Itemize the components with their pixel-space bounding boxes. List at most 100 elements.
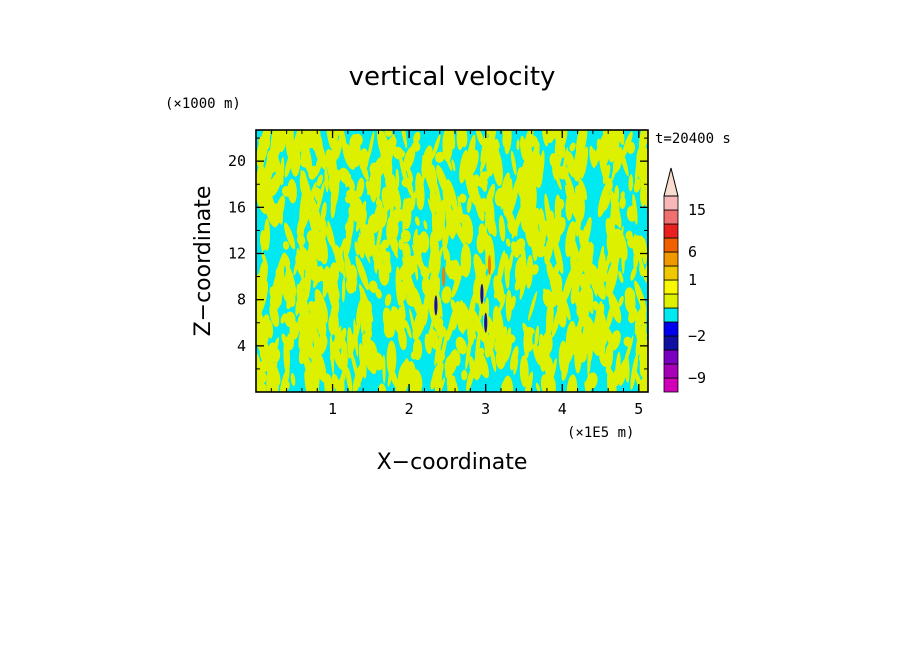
positive-velocity-streak <box>422 155 432 191</box>
positive-velocity-streak <box>356 299 363 325</box>
positive-velocity-streak <box>464 165 477 206</box>
plot-frame <box>255 129 649 393</box>
positive-velocity-streak <box>282 241 290 250</box>
positive-velocity-streak <box>386 160 392 192</box>
positive-velocity-streak <box>532 343 542 366</box>
positive-velocity-streak <box>462 302 477 340</box>
positive-velocity-streak <box>634 315 643 335</box>
positive-velocity-streak <box>420 266 430 279</box>
positive-velocity-streak <box>473 174 481 187</box>
positive-velocity-streak <box>398 318 407 330</box>
velocity-core <box>442 266 446 287</box>
positive-velocity-streak <box>378 207 388 228</box>
positive-velocity-streak <box>519 264 529 300</box>
positive-velocity-streak <box>643 150 648 162</box>
positive-velocity-streak <box>520 244 527 272</box>
positive-velocity-streak <box>341 277 346 303</box>
positive-velocity-streak <box>536 220 548 253</box>
positive-velocity-streak <box>310 216 321 235</box>
positive-velocity-streak <box>597 180 611 218</box>
positive-velocity-streak <box>608 291 622 324</box>
positive-velocity-streak <box>433 317 444 331</box>
positive-velocity-streak <box>330 147 337 177</box>
positive-velocity-streak <box>577 293 590 327</box>
positive-velocity-streak <box>601 319 609 341</box>
positive-velocity-streak <box>423 220 428 230</box>
positive-velocity-streak <box>511 241 520 258</box>
positive-velocity-streak <box>284 311 296 328</box>
positive-velocity-streak <box>583 250 594 285</box>
colorbar-label: 6 <box>688 243 697 261</box>
positive-velocity-streak <box>572 237 580 261</box>
positive-velocity-streak <box>368 280 378 293</box>
positive-velocity-streak <box>569 142 576 152</box>
positive-velocity-streak <box>510 345 519 371</box>
positive-velocity-streak <box>550 159 562 191</box>
positive-velocity-streak <box>384 293 392 307</box>
positive-velocity-streak <box>299 284 310 323</box>
positive-velocity-streak <box>513 358 519 376</box>
positive-velocity-streak <box>414 216 420 227</box>
positive-velocity-streak <box>625 230 633 241</box>
positive-velocity-streak <box>266 319 274 339</box>
positive-velocity-streak <box>549 262 560 286</box>
positive-velocity-streak <box>459 149 469 184</box>
positive-velocity-streak <box>478 297 486 316</box>
positive-velocity-streak <box>553 273 563 301</box>
positive-velocity-streak <box>324 167 329 193</box>
y-axis: 4 8 12 16 20 <box>228 137 648 370</box>
positive-velocity-streak <box>385 136 397 154</box>
positive-velocity-streak <box>605 366 612 375</box>
positive-velocity-streak <box>476 130 484 146</box>
positive-velocity-streak <box>566 179 572 195</box>
positive-velocity-streak <box>256 272 264 296</box>
positive-velocity-streak <box>535 244 547 258</box>
positive-velocity-streak <box>375 288 382 299</box>
positive-velocity-streak <box>361 298 372 337</box>
positive-velocity-streak <box>607 369 618 392</box>
positive-velocity-streak <box>605 130 615 142</box>
positive-velocity-streak <box>611 146 622 182</box>
positive-velocity-streak <box>401 197 411 220</box>
positive-velocity-streak <box>403 145 416 172</box>
positive-velocity-streak <box>360 288 366 305</box>
positive-velocity-streak <box>383 320 394 339</box>
positive-velocity-streak <box>519 152 532 186</box>
positive-velocity-streak <box>627 141 636 155</box>
positive-velocity-streak <box>556 198 565 211</box>
positive-velocity-streak <box>389 367 399 389</box>
positive-velocity-streak <box>510 150 517 176</box>
positive-velocity-streak <box>269 303 280 328</box>
positive-velocity-streak <box>266 342 277 363</box>
positive-velocity-streak <box>444 136 451 146</box>
positive-velocity-streak <box>445 250 451 276</box>
positive-velocity-streak <box>428 242 439 274</box>
positive-velocity-streak <box>458 264 468 276</box>
positive-velocity-streak <box>352 133 363 147</box>
positive-velocity-streak <box>432 194 440 210</box>
positive-velocity-streak <box>641 237 648 265</box>
positive-velocity-streak <box>360 221 375 256</box>
positive-velocity-streak <box>429 260 441 286</box>
positive-velocity-streak <box>281 333 288 346</box>
positive-velocity-streak <box>638 130 648 153</box>
positive-velocity-streak <box>367 213 378 228</box>
positive-velocity-streak <box>300 205 305 238</box>
positive-velocity-streak <box>635 235 644 259</box>
velocity-core <box>487 255 492 275</box>
positive-velocity-streak <box>445 201 455 240</box>
positive-velocity-streak <box>364 239 371 254</box>
positive-velocity-streak <box>284 150 294 178</box>
positive-velocity-streak <box>501 130 510 149</box>
positive-velocity-streak <box>327 139 338 169</box>
positive-velocity-streak <box>628 174 634 192</box>
positive-velocity-streak <box>435 378 440 387</box>
colorbar-level <box>663 279 679 295</box>
positive-velocity-streak <box>525 254 534 289</box>
positive-velocity-streak <box>290 158 297 167</box>
positive-velocity-streak <box>542 289 555 308</box>
x-axis-label: X−coordinate <box>377 450 528 475</box>
y-unit-label: (×1000 m) <box>165 96 241 112</box>
positive-velocity-streak <box>261 383 267 392</box>
positive-velocity-streak <box>398 369 410 392</box>
